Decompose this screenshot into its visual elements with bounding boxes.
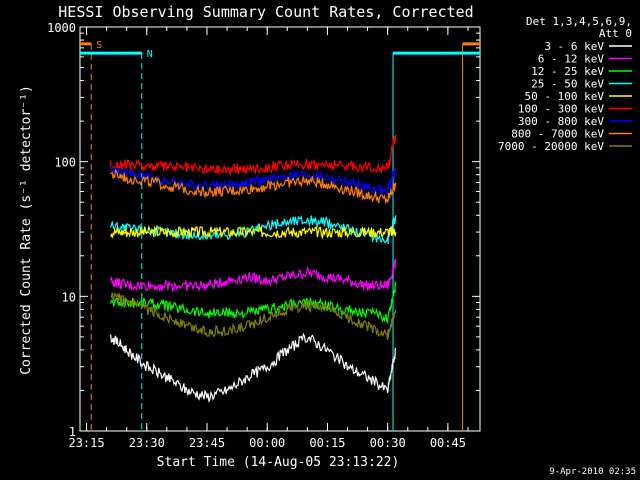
flag-label: S — [96, 40, 102, 51]
series-line-4 — [110, 224, 397, 240]
y-tick-label: 1 — [69, 425, 76, 439]
legend-entry-label: 50 - 100 keV — [525, 90, 605, 103]
y-axis-label: Corrected Count Rate (s⁻¹ detector⁻¹) — [19, 85, 34, 375]
series-line-7 — [110, 168, 397, 205]
series-line-6 — [110, 164, 397, 197]
x-tick-label: 23:15 — [68, 436, 104, 450]
legend-entry-label: 12 - 25 keV — [531, 65, 604, 78]
legend-entry-label: 800 - 7000 keV — [511, 128, 604, 141]
x-tick-label: 00:30 — [370, 436, 406, 450]
legend-entry-label: 7000 - 20000 keV — [498, 140, 604, 153]
x-axis-label: Start Time (14-Aug-05 23:13:22) — [157, 455, 400, 470]
x-tick-label: 23:30 — [129, 436, 165, 450]
series-line-0 — [110, 332, 397, 404]
series-line-8 — [110, 292, 397, 341]
legend-entry-label: 3 - 6 keV — [544, 40, 604, 53]
series-line-1 — [110, 258, 397, 293]
legend-header: Det 1,3,4,5,6,9, — [526, 15, 632, 28]
y-tick-label: 1000 — [47, 21, 76, 35]
legend-entry-label: 25 - 50 keV — [531, 78, 604, 91]
series-lines — [110, 134, 397, 404]
plot-frame — [79, 26, 481, 432]
legend-entry-label: 100 - 300 keV — [518, 103, 604, 116]
y-tick-label: 10 — [62, 290, 76, 304]
x-tick-label: 23:45 — [189, 436, 225, 450]
y-tick-label: 100 — [54, 156, 76, 170]
x-tick-label: 00:45 — [430, 436, 466, 450]
legend-entry-label: 6 - 12 keV — [538, 53, 605, 66]
observing-flags: SN — [80, 40, 480, 431]
series-line-3 — [110, 214, 397, 245]
series-line-5 — [110, 134, 397, 177]
legend-entry-label: 300 - 800 keV — [518, 115, 604, 128]
legend-header: Att 0 — [599, 27, 632, 40]
flag-label: N — [147, 49, 153, 60]
plot-border — [79, 26, 481, 432]
series-line-2 — [110, 281, 397, 325]
timestamp: 9-Apr-2010 02:35 — [549, 467, 636, 477]
x-tick-label: 00:15 — [309, 436, 345, 450]
x-tick-label: 00:00 — [249, 436, 285, 450]
axes: 23:15 23:30 23:45 00:00 00:15 00:30 00:45 1 10 10… — [47, 21, 480, 450]
chart-title: HESSI Observing Summary Count Rates, Cor… — [58, 3, 473, 21]
